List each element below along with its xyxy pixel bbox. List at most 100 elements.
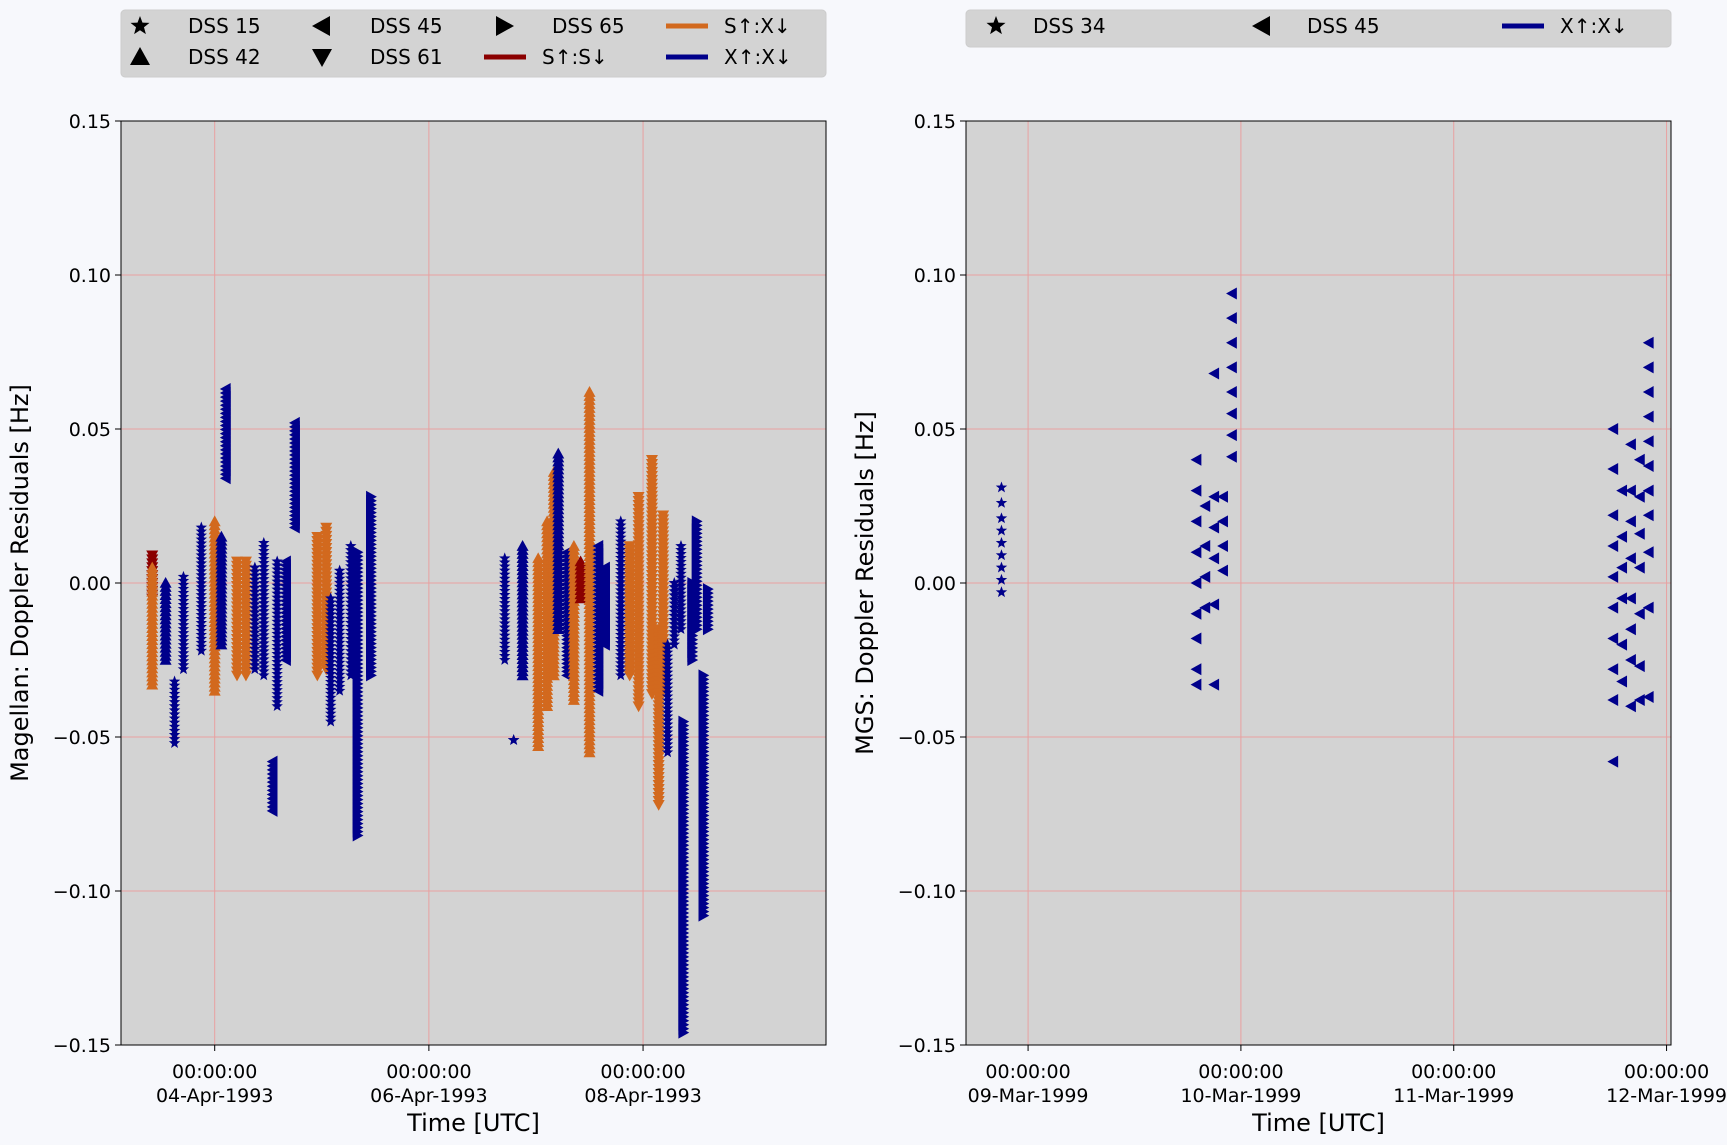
legend-label: S↑:S↓ <box>542 45 608 69</box>
data-point <box>1208 521 1220 534</box>
data-point <box>1633 527 1645 540</box>
data-point <box>352 829 364 842</box>
x-axis-title: Time [UTC] <box>406 1109 540 1137</box>
data-segment <box>352 546 364 842</box>
legend: DSS 15 DSS 42 DSS 45 DSS 61 DSS 65 S↑:S↓ S↑:X↓… <box>120 9 827 78</box>
x-tick-label: 06-Apr-1993 <box>370 1085 487 1107</box>
y-axis-title: MGS: Doppler Residuals [Hz] <box>851 411 879 755</box>
data-point <box>995 573 1008 585</box>
data-segment <box>661 638 674 758</box>
x-tick-label: 10-Mar-1999 <box>1180 1085 1301 1107</box>
data-point <box>547 669 560 681</box>
legend-label: DSS 65 <box>552 14 625 38</box>
data-segment <box>366 490 377 682</box>
data-point <box>995 561 1008 573</box>
data-point <box>1190 453 1202 466</box>
data-point <box>995 524 1008 536</box>
data-point <box>632 701 645 713</box>
data-point <box>311 670 324 682</box>
data-point <box>1633 694 1645 707</box>
data-point <box>995 496 1008 508</box>
data-segment <box>271 555 283 712</box>
data-point <box>1625 484 1636 497</box>
data-point <box>691 623 703 636</box>
data-point <box>1190 632 1202 645</box>
legend-label: X↑:X↓ <box>1560 14 1628 38</box>
x-tick-label: 04-Apr-1993 <box>156 1085 273 1107</box>
y-tick-label: 0.10 <box>69 265 111 287</box>
magellan-chart: 0.150.100.050.00−0.05−0.10−0.1500:00:000… <box>6 9 827 1137</box>
x-tick-label: 00:00:00 <box>172 1061 257 1083</box>
data-point <box>1190 678 1202 691</box>
data-point <box>1616 561 1628 574</box>
data-point <box>1208 490 1220 503</box>
data-point <box>1226 312 1237 325</box>
y-tick-label: −0.15 <box>898 1035 956 1057</box>
data-point <box>995 536 1008 548</box>
data-point <box>995 549 1008 561</box>
data-point <box>168 737 181 749</box>
y-tick-label: −0.10 <box>898 881 956 903</box>
data-point <box>1208 552 1220 565</box>
data-markers <box>995 287 1654 768</box>
data-point <box>1625 654 1636 666</box>
data-point <box>1625 700 1636 713</box>
data-point <box>1607 632 1619 645</box>
data-point <box>366 669 377 682</box>
data-point <box>1633 607 1645 620</box>
y-tick-label: 0.05 <box>914 419 956 441</box>
data-point <box>219 472 231 485</box>
data-point <box>661 746 674 758</box>
mgs-chart: 0.150.100.050.00−0.05−0.10−0.1500:00:000… <box>851 9 1727 1137</box>
data-point <box>1633 561 1645 574</box>
data-point <box>1226 336 1237 349</box>
data-point <box>1642 509 1654 522</box>
data-point <box>1625 438 1636 451</box>
data-point <box>1607 423 1619 435</box>
data-point <box>1607 570 1619 583</box>
data-point <box>583 746 596 758</box>
data-point <box>1625 515 1636 528</box>
y-tick-label: 0.00 <box>914 573 956 595</box>
data-markers <box>146 382 714 1039</box>
data-segment <box>516 540 529 681</box>
data-point <box>1226 287 1237 300</box>
data-segment <box>231 556 244 682</box>
data-point <box>231 670 244 682</box>
data-point <box>592 684 604 697</box>
data-point <box>1199 601 1211 614</box>
data-point <box>702 623 714 636</box>
plot-frame <box>965 120 1672 1046</box>
data-point <box>507 734 520 745</box>
y-tick-label: −0.05 <box>898 727 956 749</box>
legend-label: DSS 15 <box>188 14 261 38</box>
legend-label: DSS 61 <box>370 45 443 69</box>
data-point <box>1226 450 1237 463</box>
data-segment <box>311 532 324 682</box>
data-point <box>1199 540 1211 553</box>
data-point <box>1190 515 1202 528</box>
plot-frame <box>120 120 827 1046</box>
y-tick-label: 0.15 <box>69 111 111 133</box>
data-point <box>239 670 252 682</box>
y-tick-label: −0.10 <box>53 881 111 903</box>
x-tick-label: 00:00:00 <box>985 1061 1070 1083</box>
data-point <box>280 654 291 666</box>
data-point <box>1633 453 1645 466</box>
data-segment <box>499 552 511 665</box>
data-point <box>541 700 554 711</box>
triangle-right-marker-icon <box>496 16 514 36</box>
legend-label: S↑:X↓ <box>724 14 791 38</box>
data-point <box>1607 463 1619 476</box>
legend: DSS 34 DSS 45 X↑:X↓ <box>965 9 1672 48</box>
data-segment <box>159 577 172 665</box>
y-tick-label: 0.15 <box>914 111 956 133</box>
data-segment <box>333 564 346 696</box>
data-point <box>698 909 710 922</box>
data-segment <box>678 715 690 1039</box>
data-point <box>1633 660 1645 673</box>
triangle-left-marker-icon <box>312 16 330 36</box>
legend-label: DSS 45 <box>1307 14 1380 38</box>
legend-box <box>120 9 827 78</box>
